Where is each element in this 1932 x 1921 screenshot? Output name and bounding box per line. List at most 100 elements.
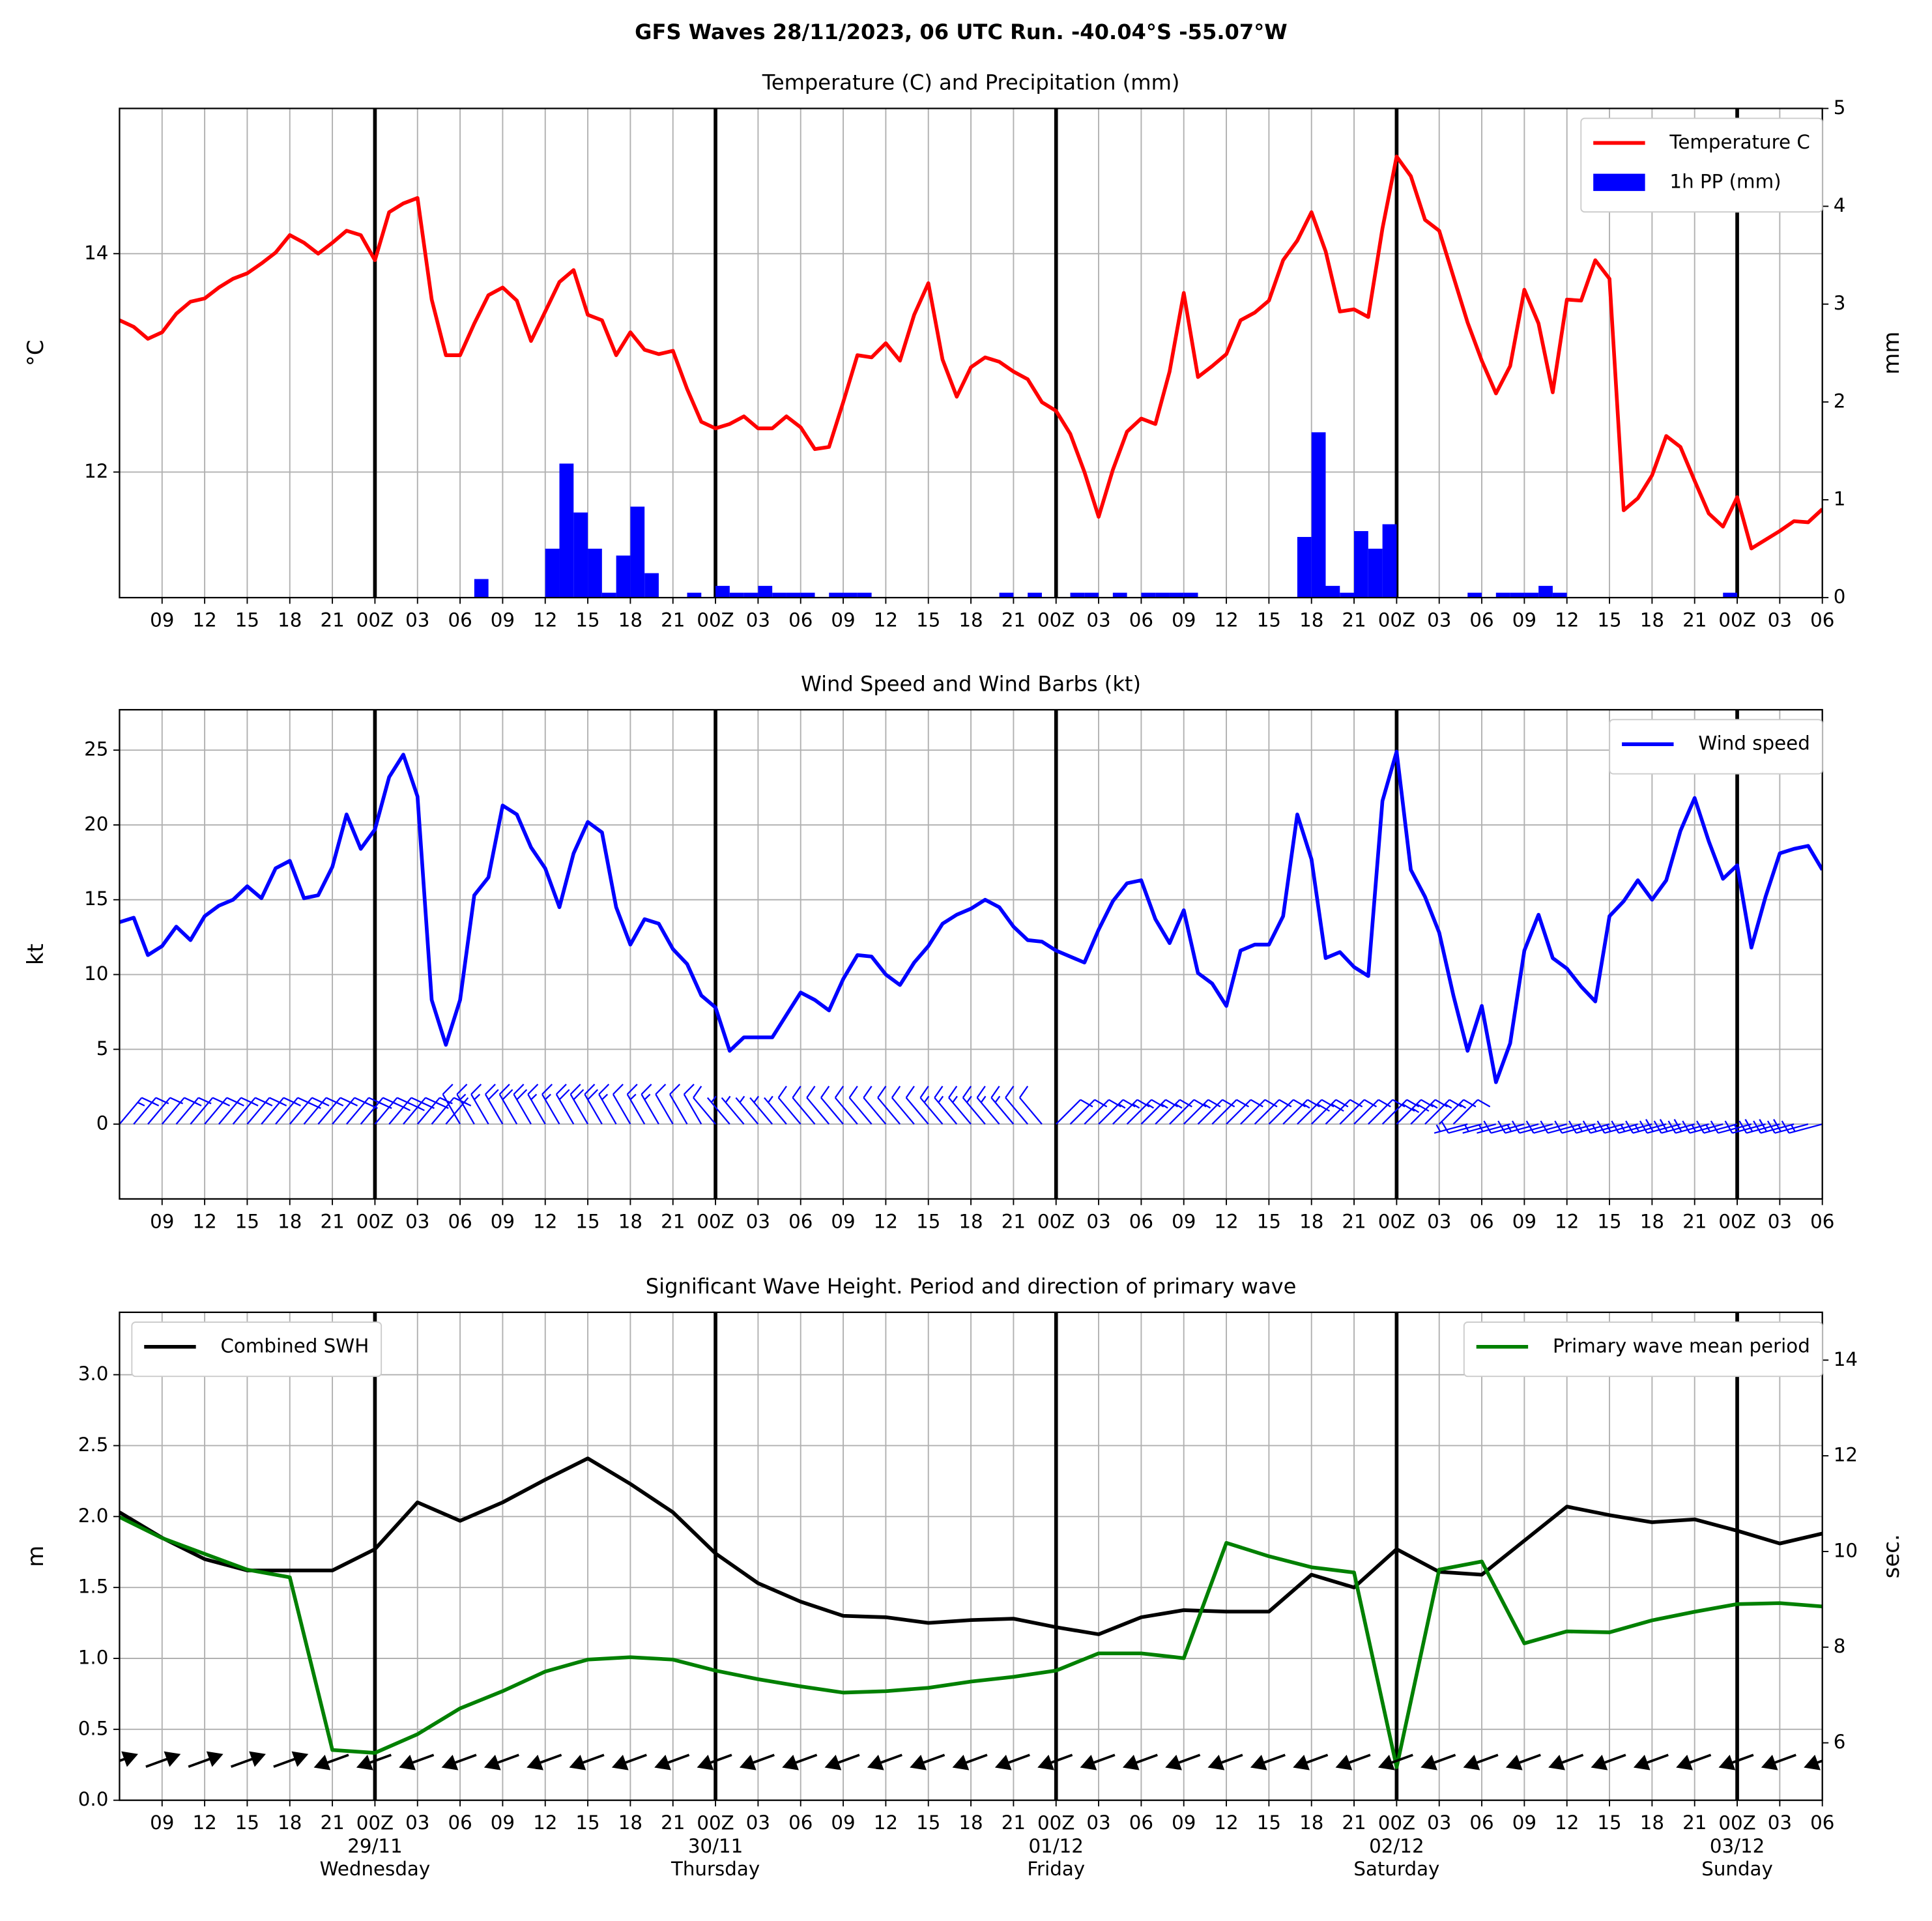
wind-barb <box>1625 1120 1667 1134</box>
bar <box>857 592 872 598</box>
x-tick-label: 18 <box>278 1210 302 1232</box>
y-axis-label: m <box>23 1546 49 1567</box>
y-tick-label: 10 <box>84 962 108 985</box>
legend: Wind speed <box>1609 719 1823 775</box>
label-line: 00Z <box>1718 1812 1755 1834</box>
y2-tick-label: 8 <box>1834 1635 1846 1657</box>
wind-barb <box>1211 1099 1249 1125</box>
bar <box>1354 531 1368 598</box>
wave-arrow <box>145 1751 181 1769</box>
wind-barb <box>1525 1120 1568 1134</box>
wave-arrow <box>994 1754 1030 1770</box>
wave-arrow <box>867 1754 902 1770</box>
chart-panel: Temperature (C) and Precipitation (mm) 09… <box>23 70 1905 631</box>
bar <box>1382 524 1397 598</box>
x-tick-label: 18 <box>1299 1812 1323 1834</box>
wind-barb <box>1424 1099 1462 1125</box>
y2-tick-label: 0 <box>1834 586 1846 608</box>
label-line: 00Z <box>1037 1812 1074 1834</box>
x-tick-label: 18 <box>1640 609 1664 631</box>
bar <box>743 592 758 598</box>
x-tick-label: 21 <box>1682 609 1707 631</box>
x-tick-label: 21 <box>1682 1210 1707 1232</box>
x-tick-label: 06 <box>448 1812 472 1834</box>
x-tick-label: 18 <box>1299 609 1323 631</box>
wind-barb <box>527 1084 546 1125</box>
x-tick-label: 12 <box>192 1812 216 1834</box>
wave-arrow <box>1420 1754 1456 1770</box>
wind-barb <box>806 1086 830 1125</box>
x-tick-label: 03 <box>1427 1812 1451 1834</box>
line-series <box>119 1515 1823 1769</box>
wind-barb <box>1112 1099 1150 1125</box>
wind-barb <box>626 1084 646 1125</box>
x-tick-label: 00Z <box>356 1210 394 1232</box>
wave-arrow <box>188 1751 223 1769</box>
wave-arrow <box>739 1754 775 1770</box>
wind-barb <box>1710 1120 1752 1134</box>
wind-barb <box>456 1084 475 1125</box>
wind-barb <box>1434 1123 1468 1134</box>
x-tick-label: 15 <box>916 609 940 631</box>
wind-barb <box>1381 1099 1420 1125</box>
wind-barb <box>1140 1099 1179 1125</box>
wind-barb <box>834 1086 858 1125</box>
wind-barb <box>555 1084 575 1125</box>
wave-arrow <box>1377 1754 1413 1770</box>
plot-area <box>119 154 1823 598</box>
bar <box>1325 586 1340 598</box>
x-tick-label: 03 <box>746 609 770 631</box>
wind-barb <box>1183 1099 1221 1125</box>
bar <box>786 592 801 598</box>
bar <box>1524 592 1539 598</box>
wave-arrow <box>119 1751 138 1767</box>
x-tick-label: 12 <box>874 1812 898 1834</box>
wind-barb <box>1055 1099 1093 1125</box>
wind-barb <box>1483 1120 1525 1134</box>
wind-barb <box>655 1084 674 1125</box>
wind-barb <box>721 1095 745 1125</box>
x-tick-label: 06 <box>1810 1812 1834 1834</box>
wind-barb <box>1005 1086 1029 1125</box>
y-tick-label: 0.5 <box>78 1717 109 1739</box>
legend: Combined SWH <box>131 1322 382 1378</box>
x-tick-label: 15 <box>1257 609 1281 631</box>
wave-arrow <box>1207 1754 1243 1770</box>
label-line: Saturday <box>1353 1857 1439 1879</box>
x-tick-label: 18 <box>1640 1812 1664 1834</box>
wind-barb <box>1596 1120 1638 1134</box>
wind-barb <box>706 1095 730 1125</box>
wave-arrow <box>1676 1754 1712 1770</box>
x-tick-label: 09 <box>150 1812 174 1834</box>
wind-barb <box>1753 1119 1795 1134</box>
wind-barb <box>683 1084 702 1125</box>
wind-barb <box>1611 1120 1652 1134</box>
bar <box>1368 549 1383 598</box>
wind-barb <box>498 1084 518 1125</box>
wave-arrow <box>1037 1754 1073 1770</box>
x-tick-label: 12 <box>192 609 216 631</box>
figure-title: GFS Waves 28/11/2023, 06 UTC Run. -40.04… <box>635 20 1288 44</box>
wind-barb <box>442 1084 461 1125</box>
bar <box>687 592 702 598</box>
x-tick-label: 00Z 29/11 Wednesday <box>320 1812 431 1879</box>
chart-panel: Significant Wave Height. Period and dire… <box>23 1274 1905 1879</box>
wind-barb <box>669 1084 688 1125</box>
x-tick-label: 18 <box>1640 1210 1664 1232</box>
wave-arrow <box>952 1754 988 1770</box>
x-tick-label: 15 <box>916 1812 940 1834</box>
x-tick-label: 15 <box>1257 1210 1281 1232</box>
x-tick-label: 00Z 02/12 Saturday <box>1353 1812 1439 1879</box>
bar <box>630 506 645 598</box>
wind-barb <box>863 1086 887 1125</box>
y-tick-label: 0.0 <box>78 1788 109 1810</box>
bar <box>1340 592 1355 598</box>
x-tick-label: 03 <box>1086 1210 1110 1232</box>
y-tick-label: 5 <box>96 1037 109 1060</box>
x-tick-label: 06 <box>788 1210 813 1232</box>
x-tick-label: 03 <box>405 609 429 631</box>
x-tick-label: 00Z 01/12 Friday <box>1027 1812 1085 1879</box>
bar <box>772 592 786 598</box>
bar <box>1467 592 1482 598</box>
y-tick-label: 12 <box>84 460 108 482</box>
